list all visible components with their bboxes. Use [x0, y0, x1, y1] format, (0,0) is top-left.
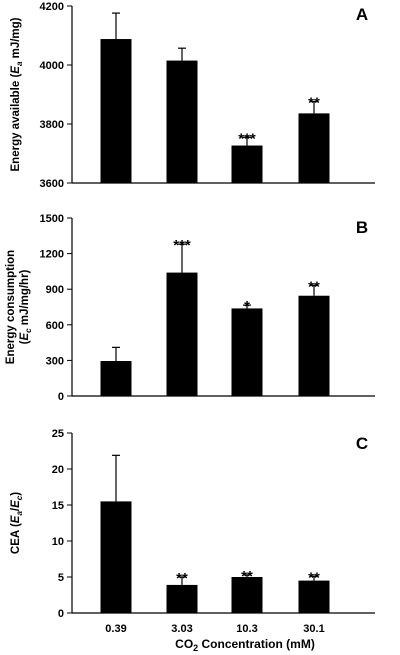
- y-tick-label: 4000: [40, 60, 64, 72]
- panel-letter: A: [356, 5, 368, 24]
- y-tick-label: 1500: [40, 213, 64, 225]
- x-tick-label: 3.03: [171, 623, 192, 635]
- significance-marker: **: [308, 278, 320, 295]
- y-tick-label: 20: [52, 464, 64, 476]
- bar: [298, 580, 330, 613]
- y-tick-label: 3600: [40, 178, 64, 190]
- bar: [298, 295, 330, 396]
- y-axis-label: Energy available (Ea mJ/mg): [10, 17, 24, 171]
- significance-marker: ***: [238, 130, 256, 147]
- bar: [100, 360, 132, 396]
- bar: [100, 39, 132, 183]
- y-tick-label: 600: [46, 320, 64, 332]
- y-tick-label: 15: [52, 500, 64, 512]
- panel-letter: B: [356, 218, 368, 237]
- bar: [166, 272, 198, 396]
- bar: [166, 584, 198, 613]
- y-axis-label: CEA (Ea/Ec): [10, 492, 24, 554]
- y-tick-label: 25: [52, 428, 64, 440]
- bar: [231, 577, 263, 613]
- y-tick-label: 300: [46, 355, 64, 367]
- bar: [100, 501, 132, 613]
- significance-marker: ***: [173, 237, 191, 254]
- x-axis-label: CO2 Concentration (mM): [175, 637, 315, 653]
- y-tick-label: 5: [58, 572, 64, 584]
- y-tick-label: 0: [58, 391, 64, 403]
- significance-marker: **: [241, 568, 253, 585]
- y-tick-label: 10: [52, 536, 64, 548]
- panel-letter: C: [356, 434, 368, 453]
- x-tick-label: 30.1: [303, 623, 324, 635]
- y-tick-label: 0: [58, 608, 64, 620]
- y-tick-label: 1200: [40, 249, 64, 261]
- bar: [231, 308, 263, 396]
- bar: [231, 145, 263, 183]
- y-axis-label: Energy consumption: [5, 250, 17, 364]
- y-tick-label: 900: [46, 284, 64, 296]
- significance-marker: *: [244, 298, 250, 315]
- y-tick-label: 4200: [40, 1, 64, 13]
- bar: [166, 60, 198, 184]
- significance-marker: **: [308, 95, 320, 112]
- y-tick-label: 3800: [40, 119, 64, 131]
- x-tick-label: 0.39: [105, 623, 126, 635]
- panel-c: 0 5 10 15 20 25 0.39 ** 3.03 ** 10.3 ** 30.1 C CEA (Ea…: [10, 428, 375, 653]
- significance-marker: **: [176, 570, 188, 587]
- x-tick-label: 10.3: [236, 623, 257, 635]
- y-axis-label: (Ec mJ/mg/hr): [19, 269, 33, 344]
- significance-marker: **: [308, 569, 320, 586]
- bar: [298, 113, 330, 183]
